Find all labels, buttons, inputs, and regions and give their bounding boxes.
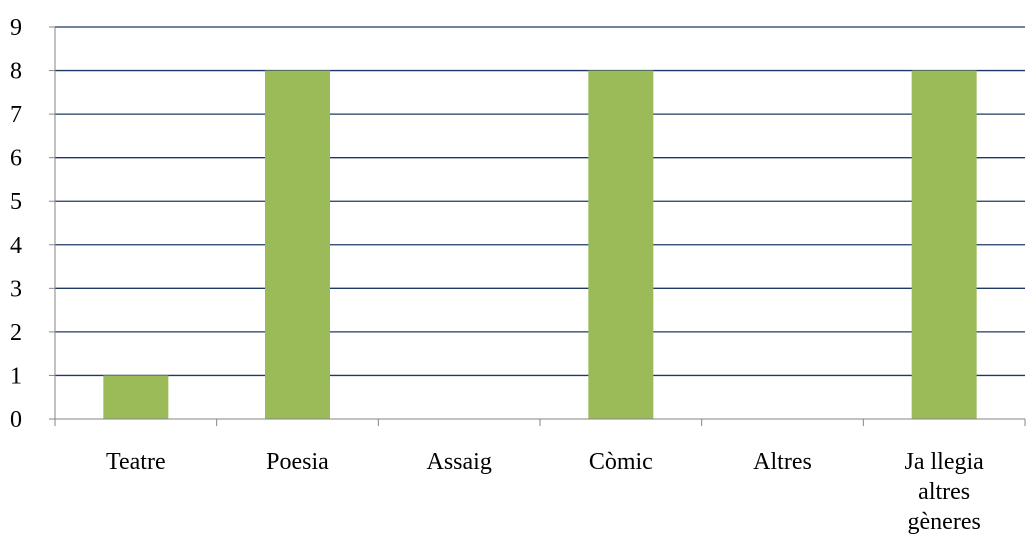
- y-tick-label: 8: [10, 59, 22, 85]
- y-tick-label: 1: [10, 363, 22, 389]
- x-category-label-line: Poesia: [266, 449, 329, 475]
- y-tick-label: 5: [10, 189, 22, 215]
- x-category-label-line: Còmic: [589, 449, 653, 475]
- y-tick-label: 6: [10, 146, 22, 172]
- x-category-label-line: Teatre: [106, 449, 166, 475]
- bar: [588, 70, 654, 420]
- y-tick-label: 0: [10, 407, 22, 433]
- x-category-label-line: gèneres: [908, 509, 981, 535]
- x-category-label-line: Ja llegia: [905, 449, 985, 475]
- x-category-label-line: Assaig: [426, 449, 491, 475]
- y-tick-label: 4: [10, 233, 22, 259]
- axes: [49, 26, 1026, 426]
- y-tick-label: 7: [10, 102, 22, 128]
- gridlines: [55, 26, 1025, 377]
- y-tick-label: 3: [10, 276, 22, 302]
- y-tick-label: 2: [10, 320, 22, 346]
- x-category-label: Ja llegia altres gèneres: [905, 449, 985, 535]
- x-category-label: Altres: [753, 449, 812, 475]
- x-category-label: Teatre: [106, 449, 166, 475]
- bar: [911, 70, 977, 420]
- x-category-label-line: altres: [918, 479, 970, 505]
- x-category-label: Còmic: [589, 449, 653, 475]
- category-labels: Teatre Poesia Assaig Còmic Altres Ja llegia al…: [106, 449, 984, 535]
- y-tick-labels: 0 1 2 3 4 5 6 7 8 9: [10, 15, 22, 433]
- bar: [103, 375, 169, 419]
- y-tick-label: 9: [10, 15, 22, 41]
- x-category-label-line: Altres: [753, 449, 812, 475]
- x-category-label: Poesia: [266, 449, 329, 475]
- x-category-label: Assaig: [426, 449, 491, 475]
- bars: [103, 70, 977, 420]
- bar: [265, 70, 330, 420]
